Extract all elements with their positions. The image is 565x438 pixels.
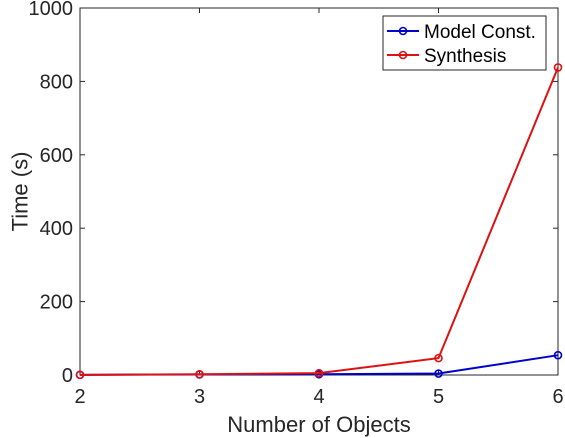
y-tick-label: 1000: [29, 0, 74, 20]
legend-box: [382, 15, 547, 71]
data-point: [434, 369, 443, 378]
data-point: [195, 369, 204, 379]
y-tick-label: 0: [62, 365, 73, 387]
y-axis-label: Time (s): [8, 152, 33, 232]
x-tick-label: 5: [433, 386, 444, 408]
series-line: [79, 67, 559, 376]
x-tick-label: 4: [313, 386, 324, 408]
x-tick-label: 3: [194, 386, 205, 408]
legend-swatch-marker: [398, 50, 408, 60]
series-1: [75, 63, 563, 380]
y-tick-label: 600: [40, 145, 73, 167]
x-tick-label: 2: [74, 386, 85, 408]
data-point: [553, 63, 563, 72]
data-point: [434, 353, 443, 363]
y-axis-ticks: 0 200 400 600 800 1000: [29, 0, 558, 387]
y-tick-label: 400: [40, 218, 73, 240]
series-layer: [75, 63, 563, 380]
data-point: [75, 370, 85, 380]
x-tick-label: 6: [552, 386, 563, 408]
legend-label: Model Const.: [424, 22, 536, 43]
y-tick-label: 200: [40, 292, 73, 314]
legend: Model Const. Synthesis: [382, 15, 547, 71]
data-point: [314, 368, 324, 378]
legend-label: Synthesis: [424, 46, 506, 67]
data-point: [553, 350, 563, 360]
legend-swatch-marker: [398, 26, 408, 36]
x-axis-label: Number of Objects: [227, 412, 410, 437]
y-tick-label: 800: [40, 71, 73, 93]
